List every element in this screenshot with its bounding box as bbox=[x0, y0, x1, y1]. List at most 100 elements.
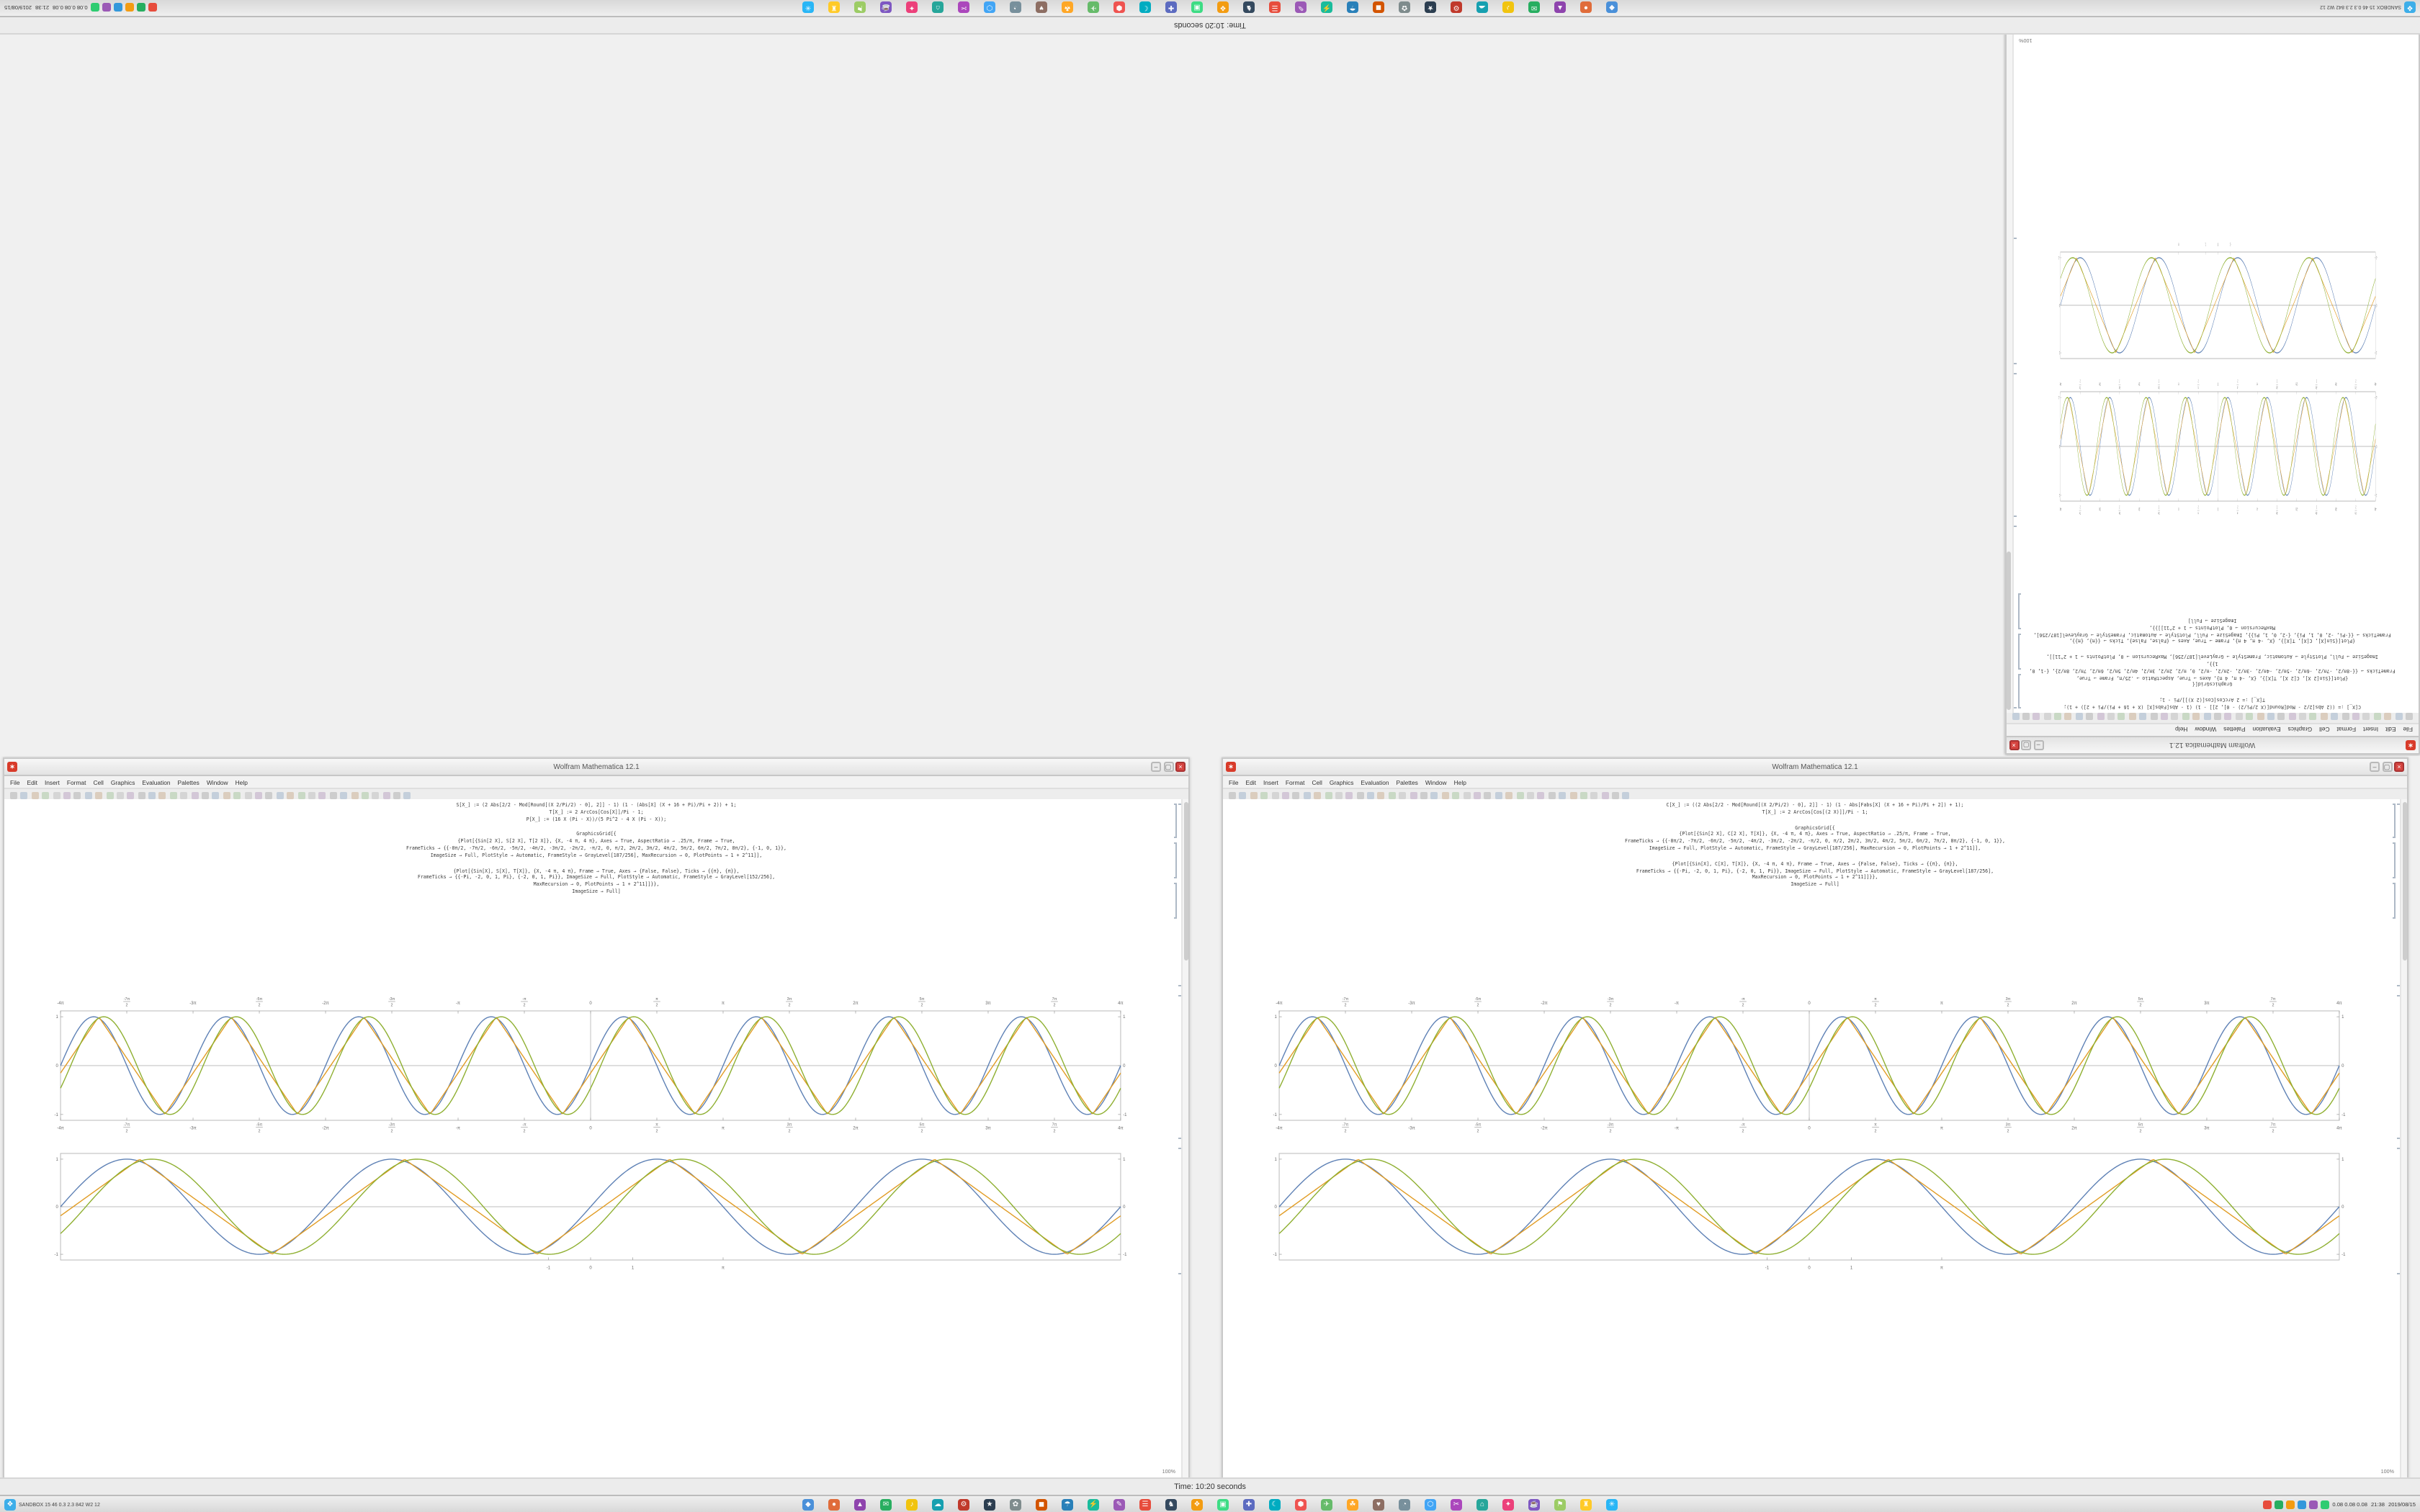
toolbar-button[interactable] bbox=[382, 791, 390, 798]
menu-edit[interactable]: Edit bbox=[2385, 726, 2396, 734]
toolbar-button[interactable] bbox=[95, 791, 103, 798]
toolbar-button[interactable] bbox=[244, 791, 252, 798]
toolbar-button[interactable] bbox=[1505, 791, 1513, 798]
toolbar-button[interactable] bbox=[2022, 714, 2030, 721]
taskbar-app-icon-app-plane[interactable]: ✈ bbox=[1088, 2, 1099, 14]
taskbar-app-icon-app-music[interactable]: ♪ bbox=[1502, 2, 1514, 14]
taskbar-app-icon-app-hex[interactable]: ⬢ bbox=[1113, 2, 1125, 14]
toolbar-button[interactable] bbox=[1622, 791, 1630, 798]
mathematica-window-right[interactable]: ✶ Wolfram Mathematica 12.1 – ▢ × File Edi… bbox=[2004, 33, 2420, 755]
toolbar-button[interactable] bbox=[2033, 714, 2040, 721]
close-button[interactable]: × bbox=[2394, 762, 2404, 772]
tray-shield-icon[interactable] bbox=[2320, 1500, 2329, 1508]
taskbar-app-icon-app-spark[interactable]: ✦ bbox=[1502, 1498, 1514, 1510]
minimize-button[interactable]: – bbox=[2370, 762, 2380, 772]
toolbar-button[interactable] bbox=[393, 791, 401, 798]
magnification-indicator[interactable]: 100% bbox=[2019, 37, 2033, 43]
notebook-content[interactable]: C[X_] := ((2 Abs[2/2 - Mod[Round[(X 2/Pi… bbox=[1223, 799, 2407, 1477]
maximize-button[interactable]: ▢ bbox=[2382, 762, 2392, 772]
taskbar-app-icon-app-box[interactable]: ❖ bbox=[1217, 2, 1229, 14]
taskbar-app-icon-app-menu[interactable]: ☰ bbox=[1139, 1498, 1151, 1510]
maximize-button[interactable]: ▢ bbox=[2021, 740, 2032, 750]
code-line[interactable]: FrameTicks → {{-Pi, -2, 0, 1, Pi}, {-2, … bbox=[417, 874, 776, 881]
toolbar-button[interactable] bbox=[2320, 714, 2328, 721]
toolbar-button[interactable] bbox=[1345, 791, 1353, 798]
tray-volume-icon[interactable] bbox=[137, 4, 146, 12]
tray-network-icon[interactable] bbox=[148, 4, 158, 12]
toolbar-button[interactable] bbox=[1579, 791, 1587, 798]
taskbar-app-icon-app-asterisk[interactable]: ✳ bbox=[1606, 1498, 1618, 1510]
taskbar-app-icon-app-moon[interactable]: ☾ bbox=[1269, 1498, 1281, 1510]
toolbar-button[interactable] bbox=[1281, 791, 1289, 798]
menu-format[interactable]: Format bbox=[2336, 726, 2357, 734]
taskbar-app-icon-app-cloud[interactable]: ☁ bbox=[932, 1498, 944, 1510]
start-menu-icon[interactable]: ❖ bbox=[2404, 2, 2416, 14]
taskbar-app-icon-app-cut[interactable]: ✂ bbox=[1451, 1498, 1462, 1510]
toolbar-button[interactable] bbox=[2182, 714, 2190, 721]
menu-insert[interactable]: Insert bbox=[2363, 726, 2379, 734]
toolbar-button[interactable] bbox=[2075, 714, 2083, 721]
system-tray[interactable]: 0.08 0.08 0.08 21:38 2019/08/15 bbox=[2262, 1500, 2416, 1508]
taskbar-app-icon-app-plus[interactable]: ✚ bbox=[1165, 2, 1177, 14]
toolbar-button[interactable] bbox=[351, 791, 358, 798]
toolbar-button[interactable] bbox=[2065, 714, 2072, 721]
magnification-indicator[interactable]: 100% bbox=[1162, 1469, 1175, 1475]
magnification-indicator[interactable]: 100% bbox=[2380, 1469, 2394, 1475]
close-button[interactable]: × bbox=[1175, 762, 1186, 772]
toolbar-button[interactable] bbox=[2362, 714, 2370, 721]
toolbar-button[interactable] bbox=[2406, 714, 2413, 721]
clock[interactable]: 21:38 bbox=[2370, 1501, 2385, 1507]
toolbar-button[interactable] bbox=[297, 791, 305, 798]
mathematica-window-left[interactable]: ✶ Wolfram Mathematica 12.1 – ▢ × File Edi… bbox=[3, 757, 1190, 1479]
menu-graphics[interactable]: Graphics bbox=[110, 778, 135, 786]
menu-window[interactable]: Window bbox=[206, 778, 228, 786]
notebook-content[interactable]: C[X_] := ((2 Abs[2/2 - Mod[Round[(X 2/Pi… bbox=[2006, 35, 2419, 713]
menu-graphics[interactable]: Graphics bbox=[2287, 726, 2313, 734]
toolbar-button[interactable] bbox=[73, 791, 81, 798]
minimize-button[interactable]: – bbox=[2033, 740, 2044, 750]
toolbar-button[interactable] bbox=[372, 791, 380, 798]
toolbar-button[interactable] bbox=[2341, 714, 2349, 721]
toolbar-button[interactable] bbox=[1292, 791, 1300, 798]
code-line[interactable]: MaxRecursion → 0, PlotPoints → 1 + 2^11]… bbox=[533, 881, 660, 888]
taskbar-app-icon-app-files[interactable]: ◆ bbox=[802, 1498, 814, 1510]
code-cell[interactable]: {Plot[{Sin[X], S[X], T[X]}, {X, -4 π, 4 … bbox=[63, 868, 1129, 895]
toolbar-button[interactable] bbox=[1356, 791, 1364, 798]
taskbar-app-icon-app-term[interactable]: ◼ bbox=[1373, 2, 1384, 14]
window-titlebar[interactable]: ✶ Wolfram Mathematica 12.1 – ▢ × bbox=[1223, 759, 2407, 776]
taskbar-app-icon-app-editor[interactable]: ▲ bbox=[854, 1498, 866, 1510]
taskbar-app-icon-app-clock[interactable]: ◔ bbox=[1010, 2, 1021, 14]
menu-file[interactable]: File bbox=[2403, 726, 2414, 734]
toolbar-button[interactable] bbox=[1452, 791, 1460, 798]
code-line[interactable]: ImageSize → Full] bbox=[2187, 618, 2237, 624]
taskbar-app-icon-app-home[interactable]: ⌂ bbox=[1476, 1498, 1488, 1510]
toolbar-button[interactable] bbox=[2054, 714, 2062, 721]
toolbar-button[interactable] bbox=[1569, 791, 1577, 798]
toolbar-button[interactable] bbox=[2331, 714, 2339, 721]
code-line[interactable]: ImageSize → Full, PlotStyle → Automatic,… bbox=[1649, 845, 1981, 851]
menu-help[interactable]: Help bbox=[235, 778, 248, 786]
toolbar-button[interactable] bbox=[403, 791, 411, 798]
taskbar-app-icon-app-term[interactable]: ◼ bbox=[1036, 1498, 1047, 1510]
tray-volume-icon[interactable] bbox=[2274, 1500, 2283, 1508]
taskbar-app-icon-app-photos[interactable]: ✿ bbox=[1399, 2, 1410, 14]
minimize-button[interactable]: – bbox=[1151, 762, 1161, 772]
menu-cell[interactable]: Cell bbox=[2319, 726, 2330, 734]
toolbar-button[interactable] bbox=[1526, 791, 1534, 798]
taskbar-app-icon-app-photos[interactable]: ✿ bbox=[1010, 1498, 1021, 1510]
taskbar-app-icon-app-rook[interactable]: ♜ bbox=[1580, 1498, 1592, 1510]
window-titlebar[interactable]: ✶ Wolfram Mathematica 12.1 – ▢ × bbox=[2006, 736, 2419, 753]
menu-palettes[interactable]: Palettes bbox=[2223, 726, 2246, 734]
toolbar-button[interactable] bbox=[318, 791, 326, 798]
code-line[interactable]: FrameTicks → {{-8π/2, -7π/2, -6π/2, -5π/… bbox=[1624, 838, 2005, 845]
toolbar-button[interactable] bbox=[2150, 714, 2158, 721]
tray-update-icon[interactable] bbox=[2285, 1500, 2295, 1508]
toolbar-button[interactable] bbox=[53, 791, 60, 798]
menu-palettes[interactable]: Palettes bbox=[177, 778, 200, 786]
code-line[interactable]: T[X_] := 2 ArcCos[Cos[(2 X)]]/Pi - 1; bbox=[2159, 697, 2266, 703]
taskbar-app-icon-app-settings[interactable]: ⚙ bbox=[958, 1498, 969, 1510]
taskbar-app-icon-app-grid[interactable]: ▣ bbox=[1191, 2, 1203, 14]
toolbar-button[interactable] bbox=[1420, 791, 1428, 798]
